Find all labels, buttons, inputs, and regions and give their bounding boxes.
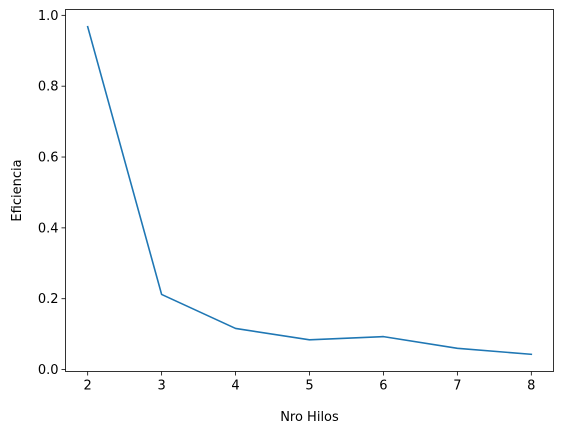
x-tick-label: 8: [527, 379, 535, 394]
x-tick-label: 4: [231, 379, 239, 394]
x-tick-label: 7: [453, 379, 461, 394]
series-layer: [86, 25, 533, 356]
y-axis-ticks: 0.0 0.2 0.4 0.6 0.8 1.0: [38, 9, 66, 378]
y-tick-label: 1.0: [38, 9, 59, 24]
series-line: [86, 25, 533, 356]
plot-area: [65, 9, 554, 372]
x-axis-label: Nro Hilos: [280, 410, 339, 425]
y-tick-label: 0.2: [38, 292, 59, 307]
x-tick-label: 5: [305, 379, 313, 394]
axes-frame: [65, 9, 554, 372]
y-tick-label: 0.4: [38, 221, 59, 236]
y-tick-label: 0.0: [38, 363, 59, 378]
y-tick-label: 0.6: [38, 151, 59, 166]
y-tick-label: 0.8: [38, 80, 59, 95]
x-tick-label: 6: [379, 379, 387, 394]
x-tick-label: 3: [157, 379, 165, 394]
x-axis-ticks: 2 3 4 5 6 7 8: [84, 371, 535, 394]
x-tick-label: 2: [84, 379, 92, 394]
y-axis-label: Eficiencia: [10, 159, 25, 221]
